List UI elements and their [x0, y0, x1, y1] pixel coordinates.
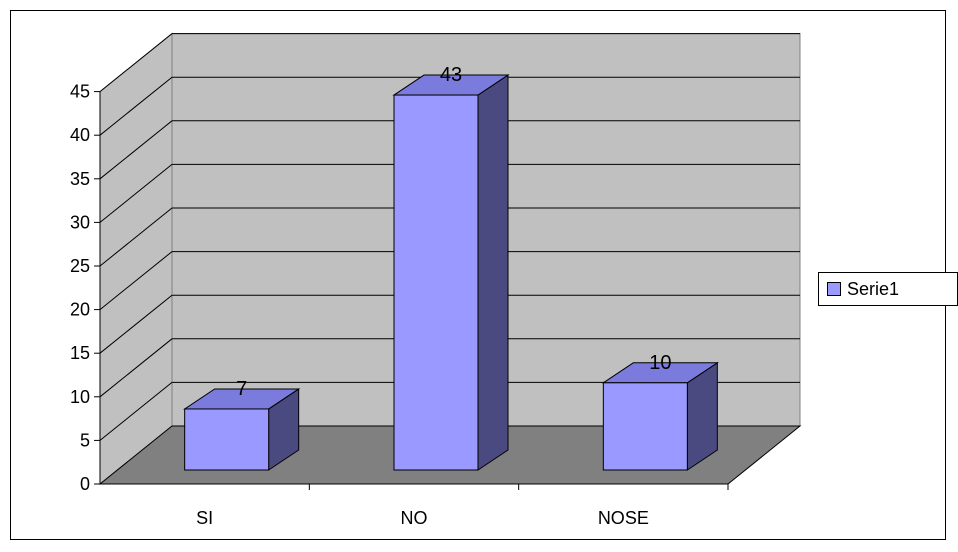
bar-side-face — [477, 74, 509, 471]
data-label-si: 7 — [236, 378, 247, 400]
side-wall — [99, 32, 173, 486]
gridline — [99, 338, 800, 398]
gridline — [99, 251, 800, 310]
y-tick-label: 15 — [70, 343, 90, 363]
y-tick-label: 30 — [70, 212, 90, 232]
data-label-no: 43 — [440, 64, 462, 86]
bar-front-face — [184, 408, 270, 471]
y-tick-label: 20 — [70, 300, 90, 320]
bar-front-face — [602, 382, 688, 471]
gridline — [99, 33, 800, 92]
y-tick-label: 35 — [70, 169, 90, 189]
data-label-nose: 10 — [649, 352, 671, 374]
gridline — [99, 207, 800, 267]
gridline — [99, 381, 800, 441]
x-tick-label-no: NO — [401, 508, 428, 528]
y-tick-label: 0 — [80, 474, 90, 494]
bar-si — [183, 388, 301, 471]
gridline — [99, 120, 800, 180]
bar-nose — [601, 361, 719, 471]
x-tick-label-nose: NOSE — [598, 508, 649, 528]
legend-label-serie1: Serie1 — [847, 278, 900, 299]
gridline — [99, 294, 800, 354]
y-tick-label: 5 — [80, 430, 90, 450]
gridline — [99, 163, 800, 223]
y-tick-label: 25 — [70, 256, 90, 276]
bar-no — [392, 74, 510, 471]
legend-swatch-serie1 — [827, 282, 841, 296]
y-tick-label: 10 — [70, 387, 90, 407]
x-tick-label-si: SI — [196, 508, 213, 528]
y-tick-label: 45 — [70, 82, 90, 102]
y-tick-label: 40 — [70, 125, 90, 145]
gridline — [99, 76, 800, 136]
bar-front-face — [393, 94, 479, 471]
legend: Serie1 — [818, 272, 958, 306]
